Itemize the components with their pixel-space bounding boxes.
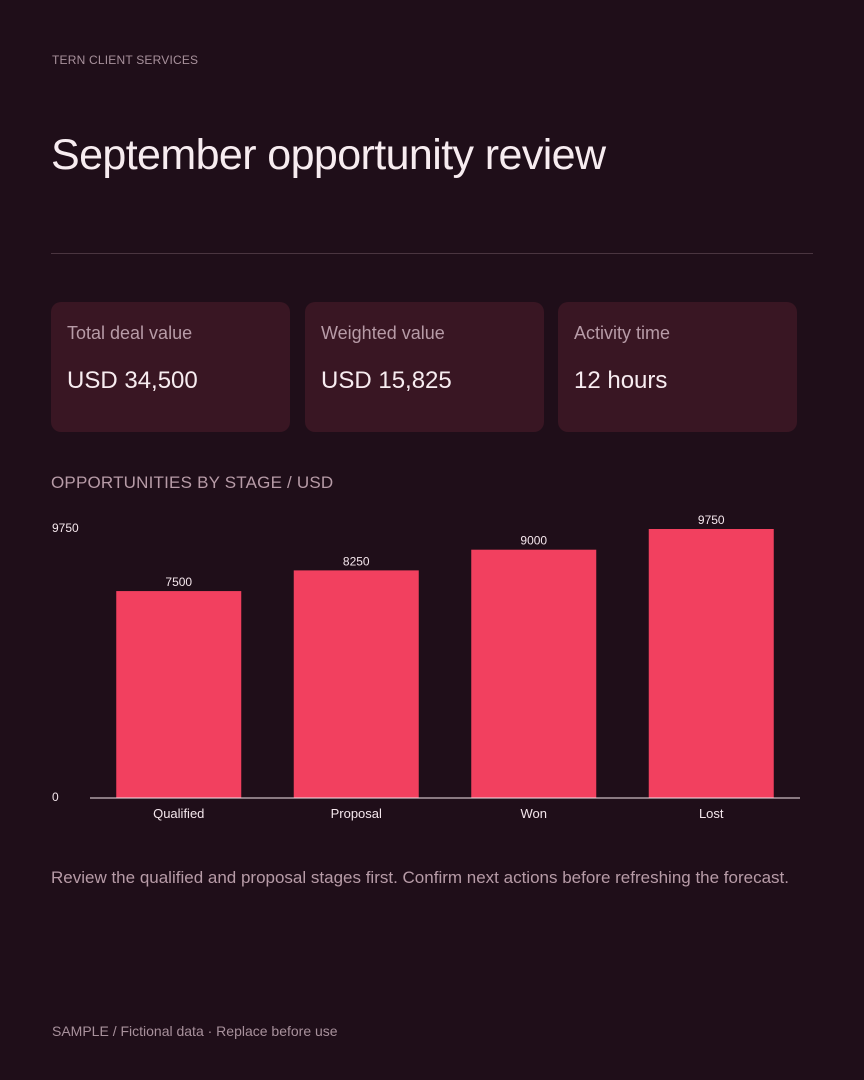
y-tick-label: 9750	[52, 521, 79, 535]
bar-lost	[648, 529, 774, 798]
header-divider	[51, 253, 813, 254]
bar-chart: 0 9750 7500 Qualified 8250 Proposal 9000 Won 975…	[52, 513, 800, 821]
metric-value: USD 15,825	[321, 367, 452, 394]
bar-won	[471, 549, 597, 798]
bar-value-label: 8250	[343, 554, 370, 568]
metric-value: USD 34,500	[67, 367, 198, 394]
x-tick-label: Proposal	[331, 806, 382, 821]
metric-card-activity-time: Activity time 12 hours	[558, 302, 797, 432]
bar-value-label: 9000	[520, 534, 547, 548]
footer-disclaimer: SAMPLE / Fictional data · Replace before…	[52, 1023, 338, 1039]
bar-value-label: 9750	[698, 513, 725, 527]
x-tick-label: Lost	[699, 806, 724, 821]
chart-title: OPPORTUNITIES BY STAGE / USD	[51, 473, 334, 492]
metric-label: Total deal value	[67, 323, 193, 343]
bar-proposal	[293, 570, 419, 798]
brand-label: TERN CLIENT SERVICES	[52, 53, 199, 67]
bar-qualified	[116, 591, 242, 798]
x-tick-label: Qualified	[153, 806, 204, 821]
y-tick-label: 0	[52, 790, 59, 804]
metric-label: Activity time	[574, 323, 671, 343]
metric-value: 12 hours	[574, 367, 668, 394]
bar-value-label: 7500	[165, 575, 192, 589]
chart-note: Review the qualified and proposal stages…	[51, 868, 789, 887]
page-title: September opportunity review	[51, 131, 606, 179]
metric-card-weighted-value: Weighted value USD 15,825	[305, 302, 544, 432]
metric-card-total-deal-value: Total deal value USD 34,500	[51, 302, 290, 432]
metric-label: Weighted value	[321, 323, 445, 343]
x-tick-label: Won	[521, 806, 548, 821]
